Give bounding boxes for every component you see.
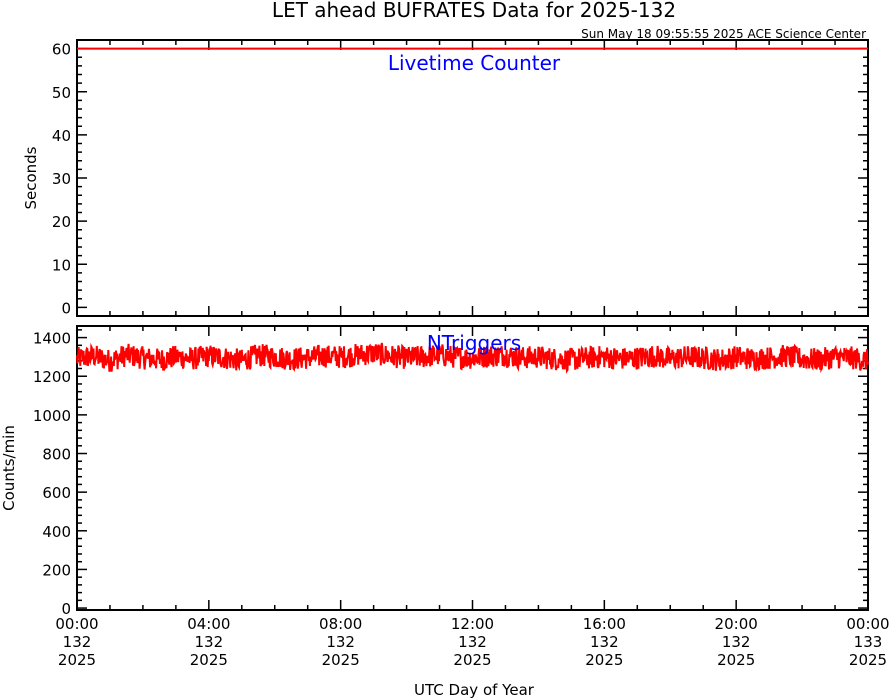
ntriggers-ytick-label: 800 [42,446,71,464]
livetime-ytick-label: 50 [52,84,71,102]
x-tick-label: 132 [63,633,92,651]
ntriggers-panel-label: NTriggers [427,331,521,355]
ntriggers-panel: 0 200 400 600 800 1000 1200 1400 Counts/min NTrig… [0,325,869,618]
livetime-ylabel: Seconds [22,146,40,209]
ntriggers-ytick-label: 200 [42,561,71,579]
livetime-ytick-label: 0 [61,299,71,317]
x-tick-label: 12:00 [451,615,494,633]
livetime-ytick-label: 20 [52,213,71,231]
x-axis-label: UTC Day of Year [414,681,535,699]
x-tick-label: 132 [195,633,224,651]
livetime-ytick-label: 40 [52,127,71,145]
chart-title: LET ahead BUFRATES Data for 2025-132 [272,0,676,22]
x-tick-label: 132 [458,633,487,651]
x-tick-label: 04:00 [187,615,230,633]
x-tick-label: 20:00 [715,615,758,633]
x-tick-label: 2025 [849,651,887,669]
x-tick-label: 2025 [190,651,228,669]
x-tick-label: 133 [854,633,883,651]
livetime-ytick-label: 10 [52,256,71,274]
x-tick-label: 2025 [453,651,491,669]
x-tick-label: 132 [590,633,619,651]
timestamp: Sun May 18 09:55:55 2025 ACE Science Cen… [581,27,866,41]
livetime-ytick-label: 30 [52,170,71,188]
x-tick-label: 132 [722,633,751,651]
livetime-panel-label: Livetime Counter [388,51,561,75]
x-tick-label: 2025 [585,651,623,669]
x-tick-label: 2025 [322,651,360,669]
x-tick-label: 132 [326,633,355,651]
x-tick-label: 00:00 [846,615,889,633]
ntriggers-ytick-label: 1200 [33,368,71,386]
x-axis: 00:00132202504:00132202508:00132202512:0… [55,615,889,669]
ntriggers-ytick-label: 1400 [33,330,71,348]
ntriggers-series-line [76,342,869,374]
ntriggers-ytick-label: 0 [61,600,71,618]
x-tick-label: 08:00 [319,615,362,633]
x-tick-label: 2025 [717,651,755,669]
ntriggers-ytick-label: 600 [42,484,71,502]
x-tick-label: 16:00 [583,615,626,633]
livetime-frame [76,39,869,317]
ntriggers-ytick-label: 400 [42,523,71,541]
x-tick-label: 00:00 [55,615,98,633]
ntriggers-ylabel: Counts/min [0,425,18,511]
livetime-panel: 0 10 20 30 40 50 60 Seconds Livetime Counter [22,39,869,317]
livetime-ytick-label: 60 [52,41,71,59]
x-tick-label: 2025 [58,651,96,669]
ntriggers-ytick-label: 1000 [33,407,71,425]
